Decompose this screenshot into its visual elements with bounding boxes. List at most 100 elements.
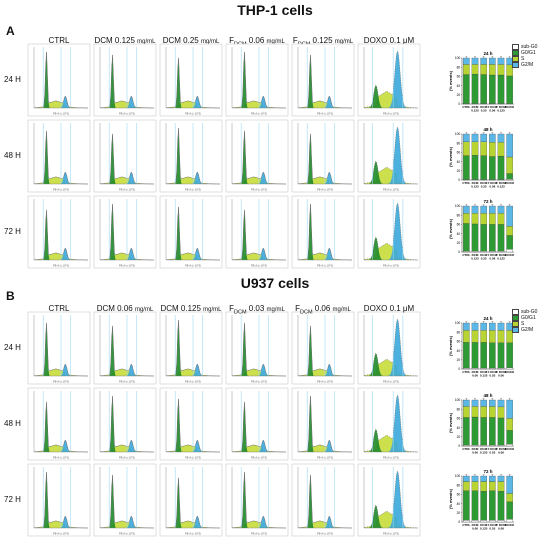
bar-chart-ytick: 0 bbox=[458, 250, 460, 254]
bar-chart-ytick: 100 bbox=[455, 321, 461, 325]
legend-item: G0/G1 bbox=[512, 315, 537, 321]
stacked-bar-chart: 72 h (% events) 0 20 40 60 80 100 CTRL DCM 0.06DCM… bbox=[448, 469, 515, 530]
bar-segment bbox=[506, 418, 513, 431]
bar-segment bbox=[480, 205, 487, 214]
bar-chart-ytick: 100 bbox=[455, 132, 461, 136]
legend-label: G0/G1 bbox=[521, 50, 536, 56]
histogram-x-label: PE-A (x 10^3) bbox=[317, 264, 333, 268]
stacked-bar-chart: 24 h (% events) 0 20 40 60 80 100 CTRL DCM 0.125DC… bbox=[448, 51, 515, 112]
bar-chart-category: DCM 0.125 bbox=[480, 447, 488, 454]
legend-swatch bbox=[512, 315, 519, 321]
bar-segment bbox=[471, 322, 479, 331]
bar-chart-ytick: 20 bbox=[457, 93, 461, 97]
legend-swatch bbox=[512, 44, 519, 50]
bar-segment bbox=[497, 224, 505, 252]
bar-segment bbox=[471, 133, 479, 142]
bar-segment bbox=[463, 74, 470, 104]
bar-segment bbox=[489, 64, 496, 76]
bar-chart-category: DCM 0.25 bbox=[480, 253, 487, 260]
bar-segment bbox=[506, 235, 513, 250]
histogram-x-label: PE-A (x 10^3) bbox=[53, 532, 69, 536]
bar-chart-ytick: 0 bbox=[458, 367, 460, 371]
bar-segment bbox=[480, 491, 487, 521]
histogram-x-label: PE-A (x 10^3) bbox=[383, 532, 399, 536]
bar-chart-ytick: 60 bbox=[457, 75, 461, 79]
column-label: DCM 0.125 mg/mL bbox=[160, 304, 222, 313]
bar-segment bbox=[463, 213, 470, 224]
bar-chart-ytick: 60 bbox=[457, 417, 461, 421]
stacked-bar-chart: 48 h (% events) 0 20 40 60 80 100 CTRL DCM 0.06DCM… bbox=[448, 393, 515, 454]
bar-chart-ytick: 0 bbox=[458, 102, 460, 106]
bar-chart-ylabel: (% events) bbox=[448, 488, 453, 509]
legend-item: G2/M bbox=[512, 62, 537, 68]
bar-chart-category: DCM 0.125 bbox=[480, 370, 488, 377]
bar-segment bbox=[497, 205, 505, 214]
bar-chart-ytick: 100 bbox=[455, 398, 461, 402]
bar-segment bbox=[463, 64, 470, 75]
bar-chart-title: 48 h bbox=[483, 393, 492, 398]
panel-b-legend: sub-G0 G0/G1 S G2/M bbox=[512, 309, 537, 333]
bar-segment bbox=[480, 520, 487, 523]
bar-segment bbox=[506, 475, 513, 494]
histogram-x-label: PE-A (x 10^3) bbox=[251, 380, 267, 384]
bar-segment bbox=[506, 133, 513, 158]
histogram-x-label: PE-A (x 10^3) bbox=[53, 264, 69, 268]
legend-label: G2/M bbox=[521, 62, 534, 68]
histogram-x-label: PE-A (x 10^3) bbox=[185, 532, 201, 536]
bar-chart-ytick: 0 bbox=[458, 444, 460, 448]
bar-segment bbox=[489, 142, 496, 157]
bar-segment bbox=[489, 330, 496, 343]
bar-segment bbox=[489, 322, 496, 331]
column-label: CTRL bbox=[48, 304, 70, 313]
bar-segment bbox=[489, 74, 496, 104]
bar-chart-category: DCM 0.06 bbox=[472, 447, 479, 454]
cell-cycle-histogram: PE-A (x 10^3) bbox=[159, 387, 223, 461]
histogram-x-label: PE-A (x 10^3) bbox=[251, 532, 267, 536]
bar-segment bbox=[497, 417, 505, 446]
legend-swatch bbox=[512, 309, 519, 315]
legend-item: S bbox=[512, 321, 537, 327]
cell-cycle-histogram: PE-A (x 10^3) bbox=[357, 119, 421, 193]
bar-chart-title: 72 h bbox=[483, 469, 492, 474]
panel-b-title: U937 cells bbox=[240, 275, 310, 291]
bar-chart-ytick: 40 bbox=[457, 349, 461, 353]
stacked-bar-chart: 24 h (% events) 0 20 40 60 80 100 CTRL DCM 0.06DCM… bbox=[448, 316, 515, 377]
cell-cycle-histogram: PE-A (x 10^3) bbox=[291, 119, 355, 193]
column-label: FDCM 0.03 mg/mL bbox=[229, 304, 285, 316]
bar-chart-category: DCM 0.125 bbox=[471, 181, 479, 188]
bar-chart-ytick: 0 bbox=[458, 520, 460, 524]
histogram-x-label: PE-A (x 10^3) bbox=[251, 456, 267, 460]
bar-chart-category: F DCM 0.125 bbox=[496, 181, 506, 188]
bar-segment bbox=[497, 322, 505, 331]
bar-segment bbox=[471, 481, 479, 491]
bar-chart-ytick: 60 bbox=[457, 340, 461, 344]
legend-label: S bbox=[521, 56, 525, 62]
bar-chart-ytick: 20 bbox=[457, 435, 461, 439]
legend-item: sub-G0 bbox=[512, 44, 537, 50]
bar-segment bbox=[480, 475, 487, 482]
row-label: 24 H bbox=[4, 75, 21, 84]
bar-segment bbox=[471, 73, 479, 104]
bar-segment bbox=[506, 173, 513, 180]
bar-segment bbox=[506, 178, 513, 181]
bar-segment bbox=[480, 57, 487, 65]
bar-segment bbox=[480, 213, 487, 225]
bar-segment bbox=[497, 213, 505, 225]
legend-swatch bbox=[512, 327, 519, 333]
bar-segment bbox=[506, 342, 513, 368]
bar-segment bbox=[463, 481, 470, 491]
bar-chart-ytick: 80 bbox=[457, 330, 461, 334]
bar-segment bbox=[497, 475, 505, 482]
histogram-x-label: PE-A (x 10^3) bbox=[185, 112, 201, 116]
bar-segment bbox=[463, 475, 470, 482]
bar-segment bbox=[489, 367, 496, 370]
bar-chart-category: DOXO bbox=[505, 253, 515, 257]
histogram-x-label: PE-A (x 10^3) bbox=[383, 188, 399, 192]
cell-cycle-histogram: PE-A (x 10^3) bbox=[291, 387, 355, 461]
bar-segment bbox=[506, 249, 513, 253]
bar-segment bbox=[471, 475, 479, 482]
cell-cycle-histogram: PE-A (x 10^3) bbox=[357, 43, 421, 117]
bar-segment bbox=[463, 342, 470, 369]
bar-chart-ylabel: (% events) bbox=[448, 218, 453, 239]
bar-chart-category: DOXO bbox=[505, 181, 515, 185]
